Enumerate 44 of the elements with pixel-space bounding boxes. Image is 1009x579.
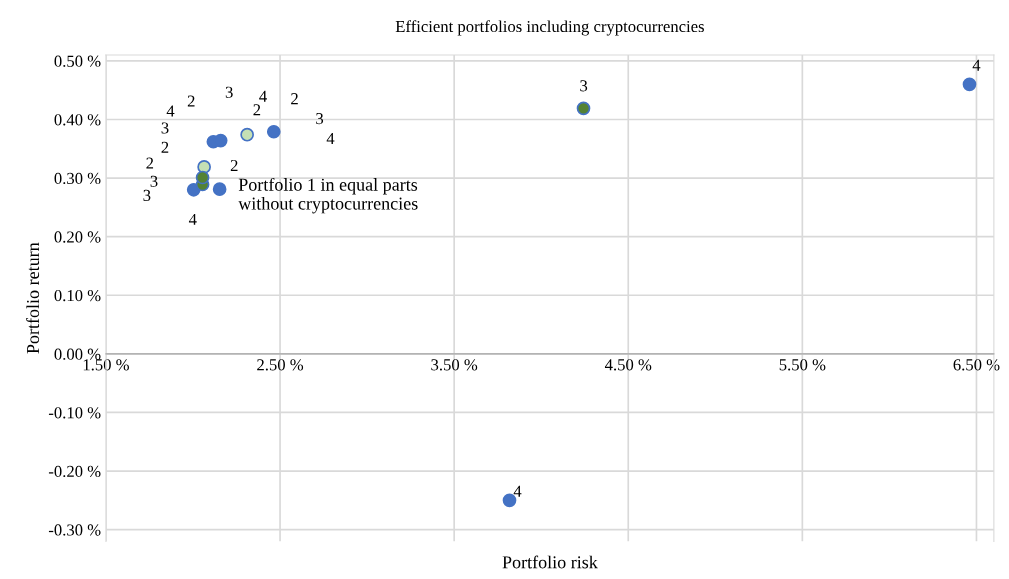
y-tick-label: 0.30 %: [54, 172, 101, 185]
annotation: 4: [166, 105, 175, 117]
point: [576, 101, 591, 116]
annotation: 2: [230, 159, 238, 171]
annotation: 4: [188, 213, 197, 225]
y-tick-label: 0.10 %: [54, 289, 101, 302]
x-tick-label: 5.50 %: [779, 359, 826, 371]
chart-title: Efficient portfolios including cryptocurrencies: [395, 20, 704, 36]
x-tick-label: 1.50 %: [83, 359, 129, 371]
y-tick-label: 0.00 %: [54, 348, 101, 360]
annotation: 2: [187, 95, 195, 107]
x-tick-label: 2.50 %: [257, 359, 304, 371]
annotation: 2: [291, 93, 298, 105]
annotation: 4: [259, 90, 267, 102]
y-tick-label: 0.20 %: [54, 231, 101, 243]
annotation: 2: [161, 141, 169, 153]
y-tick-label: -0.30 %: [48, 524, 101, 536]
annotation: 3: [316, 113, 324, 125]
y-tick-label: 0.50 %: [54, 55, 101, 67]
point: [213, 133, 228, 148]
annotation: 3: [580, 80, 588, 92]
y-axis-title: Portfolio return: [26, 242, 40, 354]
point: [266, 124, 281, 139]
annotation: 3: [161, 122, 169, 134]
annotation: 3: [150, 175, 158, 187]
point: [962, 77, 977, 92]
annotation: 3: [143, 189, 151, 201]
annotation: Portfolio 1 in equal parts without cryptocurrencies: [238, 177, 418, 214]
annotation: 4: [513, 485, 522, 497]
y-tick-label: -0.20 %: [48, 465, 101, 478]
x-tick-label: 3.50 %: [431, 359, 478, 371]
x-axis-title: Portfolio risk: [502, 555, 598, 569]
x-tick-label: 6.50 %: [953, 359, 1000, 371]
annotation: 4: [326, 133, 335, 144]
point: [212, 182, 227, 197]
annotation: 3: [225, 86, 233, 98]
y-tick-label: 0.40 %: [54, 114, 101, 126]
point: [240, 127, 254, 142]
x-tick-label: 4.50 %: [604, 359, 652, 371]
annotation: 2: [253, 104, 261, 116]
annotation: 2: [146, 157, 154, 169]
annotation: 4: [972, 59, 981, 71]
point: [195, 170, 210, 185]
y-tick-label: -0.10 %: [48, 407, 101, 419]
